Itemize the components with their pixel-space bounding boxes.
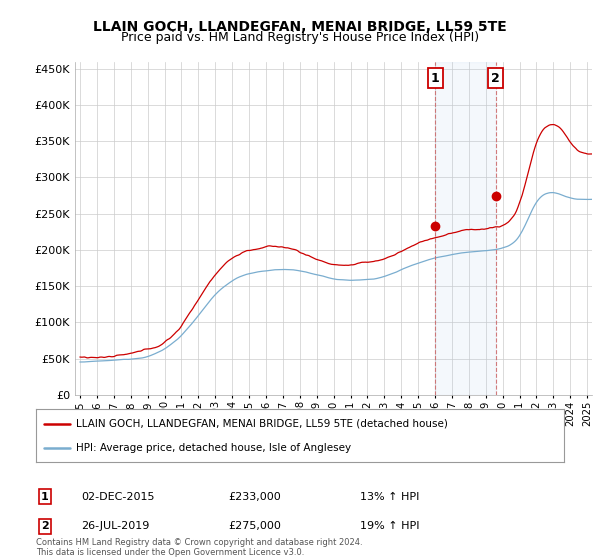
Text: 1: 1 — [431, 72, 439, 85]
Text: HPI: Average price, detached house, Isle of Anglesey: HPI: Average price, detached house, Isle… — [76, 443, 351, 453]
Text: 2: 2 — [491, 72, 500, 85]
Text: 19% ↑ HPI: 19% ↑ HPI — [360, 521, 419, 531]
Text: LLAIN GOCH, LLANDEGFAN, MENAI BRIDGE, LL59 5TE: LLAIN GOCH, LLANDEGFAN, MENAI BRIDGE, LL… — [93, 20, 507, 34]
Text: £233,000: £233,000 — [228, 492, 281, 502]
Text: Contains HM Land Registry data © Crown copyright and database right 2024.
This d: Contains HM Land Registry data © Crown c… — [36, 538, 362, 557]
Text: 26-JUL-2019: 26-JUL-2019 — [81, 521, 149, 531]
Text: 02-DEC-2015: 02-DEC-2015 — [81, 492, 155, 502]
Text: 13% ↑ HPI: 13% ↑ HPI — [360, 492, 419, 502]
Text: LLAIN GOCH, LLANDEGFAN, MENAI BRIDGE, LL59 5TE (detached house): LLAIN GOCH, LLANDEGFAN, MENAI BRIDGE, LL… — [76, 419, 448, 429]
Bar — [435, 62, 496, 395]
Text: 1: 1 — [41, 492, 49, 502]
Text: Price paid vs. HM Land Registry's House Price Index (HPI): Price paid vs. HM Land Registry's House … — [121, 31, 479, 44]
Text: 2: 2 — [41, 521, 49, 531]
Text: £275,000: £275,000 — [228, 521, 281, 531]
